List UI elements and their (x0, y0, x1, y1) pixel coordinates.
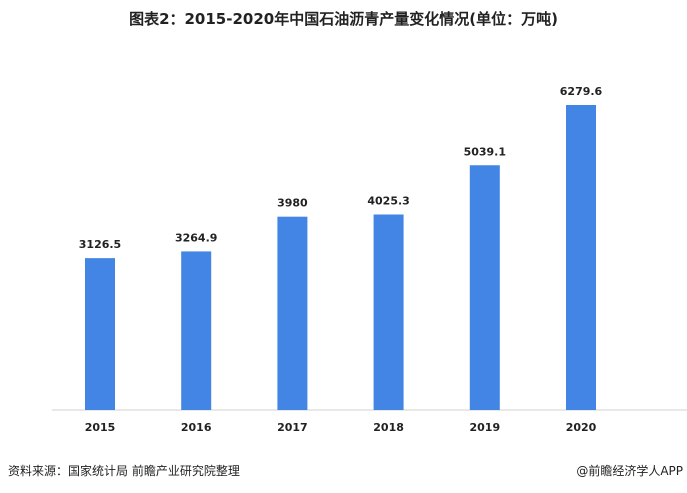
bar-2019 (469, 165, 500, 410)
x-tick-label-2017: 2017 (277, 421, 308, 434)
x-tick-label-2019: 2019 (469, 421, 500, 434)
data-label-2017: 3980 (277, 197, 308, 210)
x-tick-label-2018: 2018 (373, 421, 404, 434)
bar-2015 (85, 258, 115, 410)
data-label-2020: 6279.6 (560, 85, 603, 98)
bar-2016 (181, 251, 212, 410)
data-label-2018: 4025.3 (367, 194, 409, 207)
x-tick-label-2020: 2020 (566, 421, 597, 434)
data-label-2019: 5039.1 (464, 145, 506, 158)
source-note: 资料来源：国家统计局 前瞻产业研究院整理 (8, 464, 240, 478)
chart-title: 图表2：2015-2020年中国石油沥青产量变化情况(单位：万吨) (129, 10, 558, 28)
data-label-2016: 3264.9 (175, 231, 217, 244)
bar-2018 (373, 214, 404, 410)
x-tick-label-2016: 2016 (181, 421, 212, 434)
data-label-2015: 3126.5 (79, 238, 121, 251)
bar-2017 (277, 216, 308, 410)
x-tick-label-2015: 2015 (85, 421, 116, 434)
credit-note: @前瞻经济学人APP (576, 464, 683, 478)
bar-2020 (566, 105, 596, 410)
